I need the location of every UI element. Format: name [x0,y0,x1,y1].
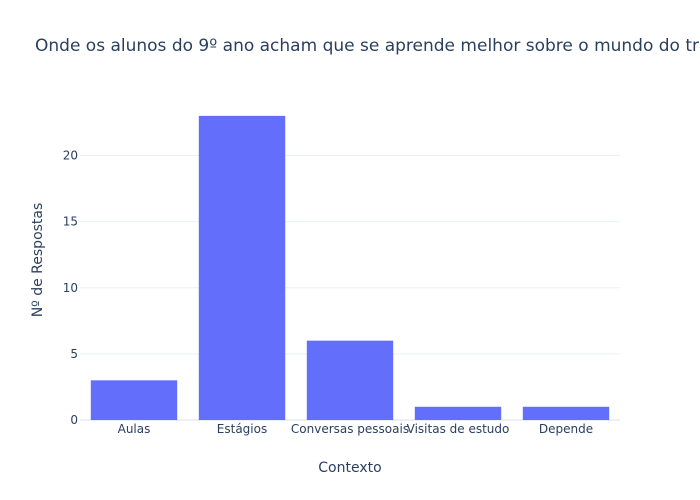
x-tick-label: Estágios [217,422,267,436]
chart-title: Onde os alunos do 9º ano acham que se ap… [35,36,700,56]
x-tick-label: Aulas [118,422,151,436]
y-tick-label: 10 [63,281,78,295]
y-tick-label: 15 [63,215,78,229]
y-axis-title: Nº de Respostas [30,203,46,318]
y-axis-ticks: 0 5 10 15 20 [63,149,78,427]
y-tick-label: 0 [70,413,78,427]
bar-est-gios[interactable] [198,115,286,420]
y-tick-label: 5 [70,347,78,361]
y-tick-label: 20 [63,149,78,163]
bar-visitas-de-estudo[interactable] [414,406,502,420]
bars [90,115,610,420]
bar-conversas-pessoais[interactable] [306,340,394,420]
x-tick-label: Conversas pessoais [291,422,409,436]
bar-depende[interactable] [522,406,610,420]
x-tick-label: Depende [539,422,593,436]
x-axis-title: Contexto [318,460,381,476]
bar-aulas[interactable] [90,380,178,420]
x-tick-label: Visitas de estudo [407,422,510,436]
